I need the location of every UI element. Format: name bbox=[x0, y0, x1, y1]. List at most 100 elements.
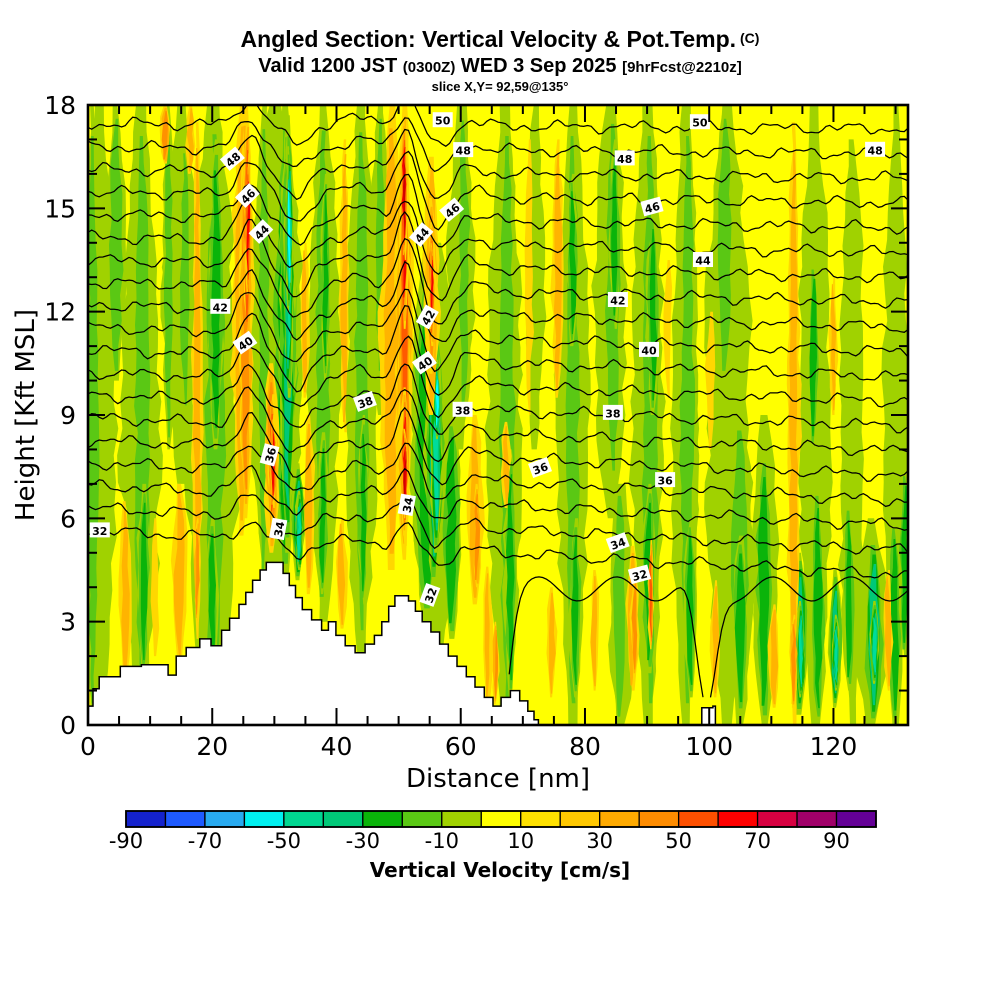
svg-text:36: 36 bbox=[531, 460, 550, 478]
x-axis-title: Distance [nm] bbox=[406, 764, 590, 794]
svg-text:32: 32 bbox=[423, 586, 440, 605]
colorbar-segment bbox=[559, 810, 601, 828]
valid-date: WED 3 Sep 2025 bbox=[460, 55, 617, 77]
isotherm-line bbox=[88, 521, 908, 579]
contour-label: 32 bbox=[419, 582, 441, 607]
updraft-streak bbox=[549, 592, 556, 694]
isotherm-line bbox=[88, 128, 908, 201]
isotherm-line bbox=[88, 117, 908, 173]
colorbar-segment bbox=[677, 810, 719, 828]
colorbar-segment bbox=[164, 810, 206, 828]
y-tick-label: 0 bbox=[60, 711, 76, 740]
contour-label: 42 bbox=[210, 298, 231, 314]
downdraft-streak bbox=[834, 629, 838, 680]
updraft-streak bbox=[121, 510, 130, 678]
updraft-streak bbox=[590, 576, 598, 687]
isotherm-line bbox=[508, 576, 704, 698]
y-tick-label: 15 bbox=[44, 194, 76, 223]
contour-label: 34 bbox=[397, 493, 417, 516]
terrain-outline bbox=[88, 561, 540, 725]
forecast-tag: [9hrFcst@2210z] bbox=[622, 59, 742, 76]
slice-info: slice X,Y= 92,59@135° bbox=[431, 79, 569, 94]
isotherm-line bbox=[88, 105, 908, 147]
contour-label: 50 bbox=[432, 112, 453, 128]
colorbar-segment bbox=[717, 810, 759, 828]
title-text: Angled Section: Vertical Velocity & Pot.… bbox=[240, 26, 737, 52]
isotherm-line bbox=[88, 363, 908, 435]
updraft-streak bbox=[150, 518, 160, 657]
svg-text:42: 42 bbox=[213, 301, 228, 314]
contour-label: 40 bbox=[639, 341, 659, 357]
downdraft-streak bbox=[612, 495, 625, 717]
colorbar-tick-label: -50 bbox=[267, 829, 301, 853]
downdraft-streak bbox=[435, 379, 439, 426]
updraft-streak bbox=[173, 492, 185, 657]
updraft-streak bbox=[301, 250, 307, 393]
contour-label: 36 bbox=[259, 443, 280, 467]
colorbar-segment bbox=[796, 810, 838, 828]
downdraft-streak bbox=[506, 474, 515, 681]
y-tick-label: 9 bbox=[60, 401, 76, 430]
updraft-streak bbox=[631, 583, 638, 670]
svg-text:34: 34 bbox=[401, 496, 417, 514]
isotherm-line bbox=[88, 386, 908, 463]
colorbar-segment bbox=[441, 810, 482, 828]
updraft-streak bbox=[524, 139, 534, 415]
downdraft-streak bbox=[734, 553, 746, 703]
downdraft-streak bbox=[569, 191, 577, 335]
x-tick-label: 20 bbox=[196, 732, 228, 761]
colorbar-segment bbox=[125, 810, 167, 828]
colorbar-tick-label: 50 bbox=[665, 829, 692, 853]
valid-time-line: Valid 1200 JST (0300Z) WED 3 Sep 2025 [9… bbox=[0, 55, 1000, 79]
isotherm-line bbox=[88, 288, 908, 373]
y-tick-label: 3 bbox=[60, 608, 76, 637]
updraft-streak bbox=[195, 528, 200, 615]
y-tick-label: 18 bbox=[44, 91, 76, 120]
isotherm-line bbox=[88, 464, 908, 531]
svg-text:38: 38 bbox=[455, 404, 470, 417]
contour-label: 36 bbox=[655, 472, 676, 488]
isotherm-line bbox=[88, 305, 908, 396]
svg-text:32: 32 bbox=[631, 568, 649, 585]
downdraft-streak bbox=[296, 506, 302, 559]
updraft-streak bbox=[791, 624, 797, 702]
updraft-streak bbox=[830, 284, 837, 411]
downdraft-streak bbox=[109, 118, 124, 371]
svg-text:36: 36 bbox=[263, 446, 280, 464]
downdraft-streak bbox=[375, 118, 386, 371]
svg-text:34: 34 bbox=[272, 520, 288, 538]
downdraft-streak bbox=[179, 153, 190, 406]
svg-text:44: 44 bbox=[695, 255, 711, 268]
contour-label: 34 bbox=[269, 517, 288, 541]
contour-label: 44 bbox=[693, 252, 713, 268]
updraft-streak bbox=[484, 573, 490, 700]
downdraft-streak bbox=[845, 520, 852, 678]
isotherm-line bbox=[88, 150, 908, 231]
updraft-streak bbox=[884, 576, 892, 687]
isotherm-line bbox=[88, 237, 908, 325]
updraft-streak bbox=[553, 152, 563, 389]
colorbar-tick-label: 10 bbox=[507, 829, 534, 853]
colorbar-segment bbox=[283, 810, 325, 828]
x-tick-label: 80 bbox=[569, 732, 601, 761]
updraft-streak bbox=[712, 586, 719, 694]
downdraft-streak bbox=[649, 229, 658, 401]
isotherm-line bbox=[88, 494, 908, 555]
contour-label: 42 bbox=[607, 292, 628, 308]
svg-text:34: 34 bbox=[609, 535, 628, 553]
contour-label: 38 bbox=[452, 401, 473, 417]
updraft-streak bbox=[337, 523, 346, 625]
downdraft-streak bbox=[889, 539, 899, 711]
downdraft-streak bbox=[445, 437, 457, 624]
updraft-streak bbox=[340, 154, 348, 422]
colorbar-tick-label: 30 bbox=[586, 829, 613, 853]
x-tick-label: 40 bbox=[321, 732, 353, 761]
x-tick-label: 60 bbox=[445, 732, 477, 761]
colorbar-tick-label: -70 bbox=[188, 829, 222, 853]
downdraft-streak bbox=[322, 194, 329, 367]
isotherm-line bbox=[88, 335, 908, 419]
contour-label: 46 bbox=[640, 196, 664, 217]
valid-main: Valid 1200 JST bbox=[258, 55, 398, 77]
svg-text:32: 32 bbox=[92, 525, 107, 538]
